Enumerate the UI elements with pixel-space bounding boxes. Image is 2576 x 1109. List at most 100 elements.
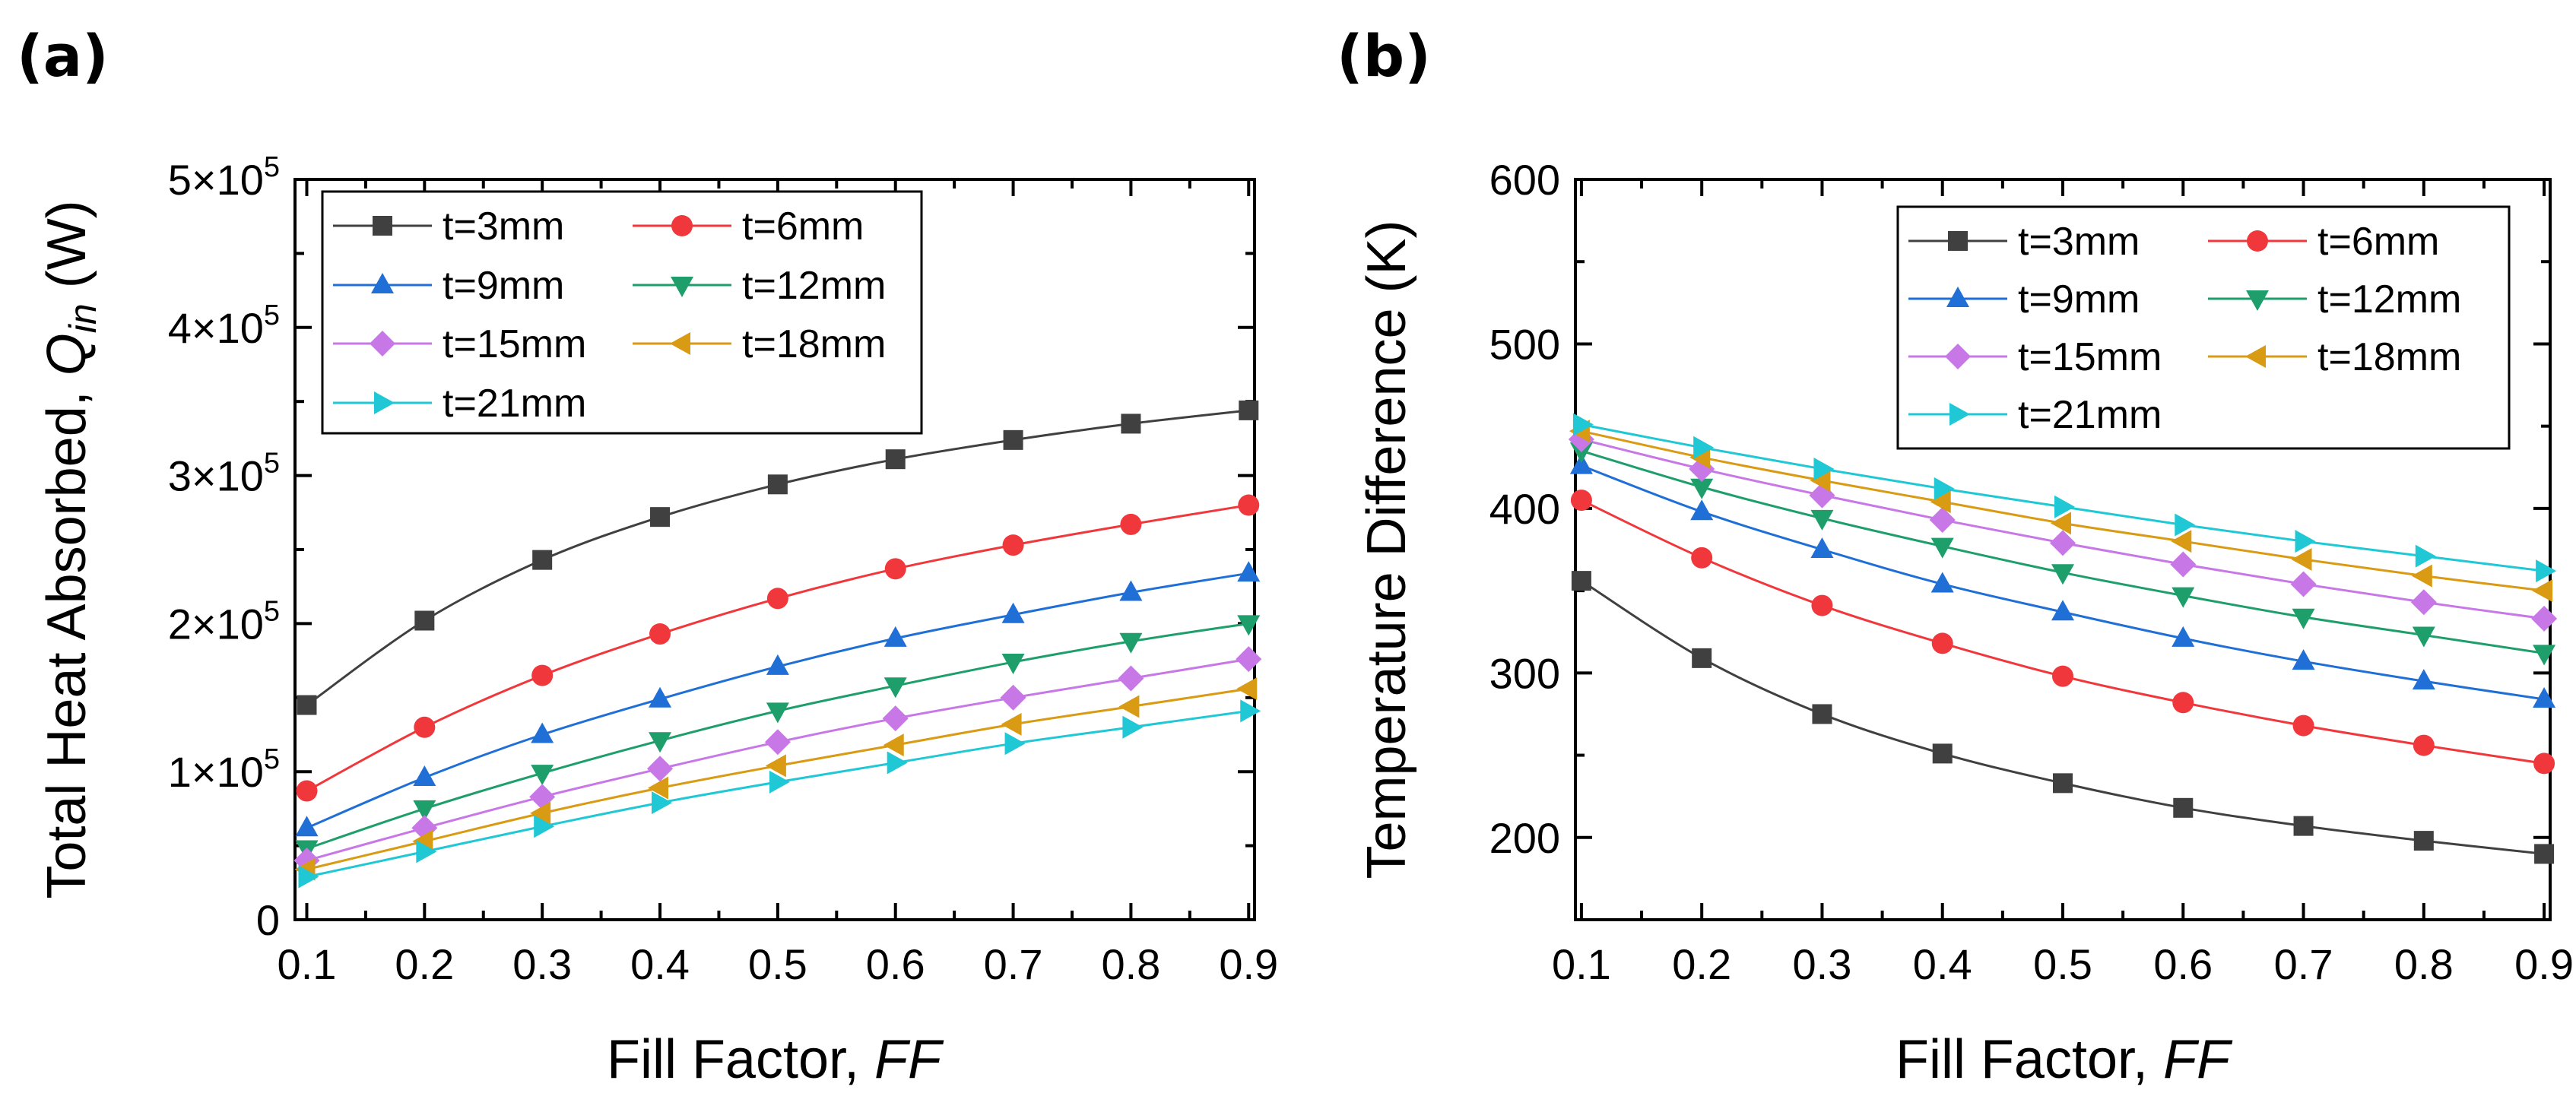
- x-tick-label: 0.9: [2514, 940, 2574, 988]
- legend-label: t=12mm: [2317, 277, 2461, 322]
- data-point: [2533, 645, 2556, 666]
- data-point: [2175, 513, 2196, 537]
- data-point: [1004, 732, 1026, 756]
- data-point: [416, 840, 437, 863]
- data-point: [883, 734, 904, 757]
- y-tick-label: 200: [1489, 814, 1560, 862]
- data-point: [1237, 561, 1261, 582]
- data-point: [2054, 495, 2075, 518]
- data-point: [1118, 665, 1144, 692]
- x-tick-label: 0.7: [2274, 940, 2333, 988]
- data-point: [1692, 648, 1712, 668]
- x-tick-label: 0.2: [1672, 940, 1731, 988]
- data-point: [2412, 669, 2435, 690]
- data-point: [2172, 587, 2195, 608]
- data-point: [2052, 665, 2073, 687]
- data-point: [1240, 699, 1261, 723]
- legend-label: t=6mm: [2317, 220, 2439, 264]
- panel-b-x-axis-title: Fill Factor, FF: [1896, 1029, 2233, 1090]
- data-point: [767, 474, 788, 495]
- legend-entry: t=21mm: [333, 382, 586, 426]
- x-tick-label: 0.1: [278, 940, 337, 988]
- data-point: [534, 815, 555, 838]
- data-point: [1811, 594, 1833, 616]
- data-point: [884, 626, 907, 647]
- legend-frame: [321, 190, 923, 435]
- data-point: [2531, 605, 2558, 632]
- legend-swatch-marker: [374, 391, 395, 414]
- data-point: [1569, 442, 1593, 464]
- legend-swatch-marker: [373, 216, 392, 236]
- data-point: [298, 865, 319, 889]
- y-tick-label: 4×105: [168, 299, 280, 352]
- data-point: [1810, 469, 1831, 493]
- data-point: [531, 765, 554, 786]
- data-point: [650, 507, 671, 528]
- data-point: [2172, 626, 2195, 647]
- data-point: [769, 770, 790, 794]
- data-point: [2050, 530, 2076, 556]
- legend-label: t=9mm: [443, 264, 564, 308]
- data-point: [766, 702, 789, 724]
- legend-label: t=3mm: [443, 204, 564, 249]
- legend-swatch-marker: [1948, 231, 1968, 251]
- data-point: [532, 550, 553, 570]
- panel-a: (a) 0.1 0.2 0.3 0.4 0.5 0.6 0.7 0.8 0.9 …: [17, 22, 1278, 1090]
- data-point: [2292, 715, 2314, 737]
- x-tick-label: 0.1: [1552, 940, 1611, 988]
- y-tick-label: 2×105: [168, 595, 280, 648]
- legend-frame: [1896, 205, 2511, 450]
- data-point: [882, 705, 909, 732]
- legend-swatch-marker: [1945, 344, 1971, 369]
- data-point: [531, 722, 554, 743]
- data-point: [1001, 712, 1022, 736]
- data-point: [413, 800, 436, 821]
- x-tick-label: 0.5: [2033, 940, 2092, 988]
- data-point: [2411, 564, 2432, 588]
- legend-swatch-marker: [1946, 287, 1969, 307]
- data-point: [887, 751, 908, 775]
- data-point: [413, 765, 436, 786]
- data-point: [2534, 844, 2555, 864]
- data-point: [531, 664, 554, 686]
- data-point: [1001, 654, 1025, 675]
- legend-label: t=18mm: [742, 322, 886, 366]
- panel-b-y-axis-title: Temperature Difference (K): [1356, 220, 1417, 879]
- panel-a-legend: t=3mm t=6mm t=9mm t=12mm t=15mm: [321, 190, 923, 435]
- x-tick-label: 0.6: [2153, 940, 2213, 988]
- y-tick-label: 5×105: [168, 151, 280, 204]
- y-tick-label: 500: [1489, 320, 1560, 368]
- data-point: [764, 729, 791, 756]
- data-point: [1932, 743, 1953, 764]
- legend-label: t=15mm: [443, 322, 586, 366]
- data-point: [1239, 400, 1259, 420]
- data-point: [1934, 477, 1955, 500]
- legend-entry: t=18mm: [633, 322, 886, 366]
- legend-entry: t=21mm: [1908, 393, 2162, 437]
- legend-label: t=18mm: [2317, 335, 2461, 379]
- legend-label: t=21mm: [443, 382, 586, 426]
- y-tick-label: 0: [256, 896, 280, 944]
- data-point: [1003, 429, 1023, 450]
- legend-entry: t=12mm: [2208, 277, 2461, 322]
- data-point: [2053, 773, 2073, 794]
- data-point: [1931, 632, 1953, 654]
- data-point: [1691, 547, 1713, 569]
- legend-swatch-marker: [2246, 290, 2269, 311]
- legend-swatch-marker: [371, 273, 394, 293]
- data-point: [414, 610, 435, 631]
- data-point: [1118, 695, 1140, 718]
- data-point: [766, 588, 788, 610]
- data-point: [2292, 649, 2315, 670]
- data-point: [1930, 572, 1954, 593]
- legend-swatch-marker: [671, 277, 693, 297]
- data-point: [1122, 715, 1144, 739]
- data-point: [2413, 831, 2434, 851]
- data-point: [414, 716, 436, 738]
- legend-entry: t=12mm: [633, 264, 886, 308]
- x-tick-label: 0.2: [395, 940, 454, 988]
- legend-entry: t=9mm: [333, 264, 564, 308]
- data-point: [2173, 797, 2194, 818]
- data-point: [2051, 564, 2074, 585]
- data-point: [2051, 512, 2071, 535]
